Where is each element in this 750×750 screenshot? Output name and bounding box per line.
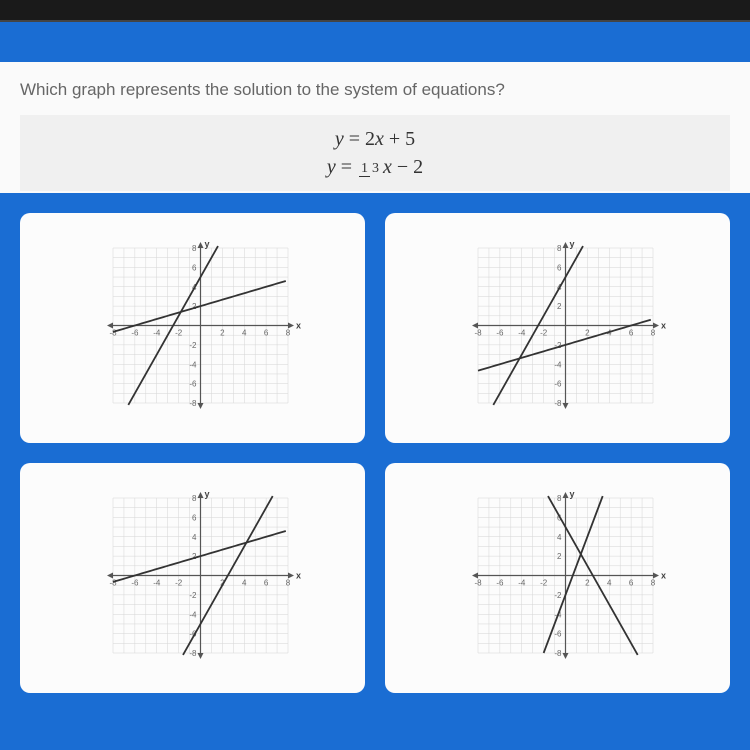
svg-text:2: 2: [557, 302, 562, 311]
svg-text:6: 6: [192, 263, 197, 272]
svg-text:-2: -2: [540, 579, 548, 588]
svg-text:8: 8: [650, 579, 655, 588]
svg-text:6: 6: [557, 263, 562, 272]
svg-text:4: 4: [557, 533, 562, 542]
svg-text:4: 4: [242, 579, 247, 588]
svg-text:-2: -2: [189, 341, 197, 350]
svg-text:-6: -6: [496, 579, 504, 588]
svg-text:2: 2: [585, 579, 590, 588]
svg-text:y: y: [204, 239, 209, 249]
content-area: Which graph represents the solution to t…: [0, 22, 750, 713]
svg-text:-4: -4: [518, 579, 526, 588]
svg-text:4: 4: [242, 329, 247, 338]
svg-text:6: 6: [628, 579, 633, 588]
svg-text:8: 8: [650, 329, 655, 338]
svg-text:8: 8: [285, 329, 290, 338]
svg-text:-6: -6: [131, 329, 139, 338]
svg-text:x: x: [296, 321, 301, 331]
svg-text:-8: -8: [109, 329, 117, 338]
svg-text:x: x: [296, 571, 301, 581]
equation-box: y = 2x + 5 y = 13x − 2: [20, 115, 730, 191]
svg-text:8: 8: [557, 494, 562, 503]
svg-text:-8: -8: [109, 579, 117, 588]
option-c[interactable]: -8-6-4-22468-8-6-4-22468xy: [20, 463, 365, 693]
svg-text:-4: -4: [153, 329, 161, 338]
svg-text:6: 6: [628, 329, 633, 338]
svg-text:y: y: [569, 489, 574, 499]
svg-text:-2: -2: [189, 591, 197, 600]
svg-text:x: x: [661, 571, 666, 581]
svg-text:2: 2: [557, 552, 562, 561]
svg-text:-6: -6: [131, 579, 139, 588]
graph-c: -8-6-4-22468-8-6-4-22468xy: [83, 488, 303, 668]
svg-text:-6: -6: [496, 329, 504, 338]
option-d[interactable]: -8-6-4-22468-8-6-4-22468xy: [385, 463, 730, 693]
svg-text:-8: -8: [189, 649, 197, 658]
graph-d: -8-6-4-22468-8-6-4-22468xy: [448, 488, 668, 668]
svg-text:8: 8: [557, 244, 562, 253]
svg-text:6: 6: [263, 329, 268, 338]
graph-a: -8-6-4-22468-8-6-4-22468xy: [83, 238, 303, 418]
option-a[interactable]: -8-6-4-22468-8-6-4-22468xy: [20, 213, 365, 443]
svg-text:-8: -8: [554, 399, 562, 408]
question-panel: Which graph represents the solution to t…: [0, 62, 750, 193]
svg-text:-4: -4: [189, 360, 197, 369]
svg-text:8: 8: [192, 494, 197, 503]
window-top-bar: [0, 0, 750, 22]
svg-text:-2: -2: [175, 329, 183, 338]
svg-text:y: y: [569, 239, 574, 249]
svg-text:-2: -2: [175, 579, 183, 588]
svg-text:-8: -8: [474, 329, 482, 338]
svg-text:-8: -8: [554, 649, 562, 658]
svg-text:6: 6: [263, 579, 268, 588]
option-b[interactable]: -8-6-4-22468-8-6-4-22468xy: [385, 213, 730, 443]
svg-text:-8: -8: [474, 579, 482, 588]
svg-text:-6: -6: [554, 630, 562, 639]
svg-text:6: 6: [192, 513, 197, 522]
svg-text:-2: -2: [554, 591, 562, 600]
equation-2: y = 13x − 2: [20, 153, 730, 181]
svg-text:8: 8: [192, 244, 197, 253]
svg-text:4: 4: [192, 533, 197, 542]
svg-text:x: x: [661, 321, 666, 331]
svg-text:-2: -2: [540, 329, 548, 338]
svg-text:4: 4: [607, 579, 612, 588]
svg-text:-4: -4: [554, 360, 562, 369]
svg-text:-6: -6: [189, 380, 197, 389]
options-grid: -8-6-4-22468-8-6-4-22468xy -8-6-4-22468-…: [0, 193, 750, 713]
equation-1: y = 2x + 5: [20, 125, 730, 153]
graph-b: -8-6-4-22468-8-6-4-22468xy: [448, 238, 668, 418]
question-prompt: Which graph represents the solution to t…: [20, 80, 730, 100]
svg-text:2: 2: [220, 329, 225, 338]
svg-text:y: y: [204, 489, 209, 499]
svg-text:-6: -6: [554, 380, 562, 389]
svg-text:2: 2: [585, 329, 590, 338]
svg-text:-4: -4: [518, 329, 526, 338]
svg-text:-4: -4: [153, 579, 161, 588]
svg-text:-4: -4: [189, 610, 197, 619]
svg-text:-8: -8: [189, 399, 197, 408]
svg-text:8: 8: [285, 579, 290, 588]
